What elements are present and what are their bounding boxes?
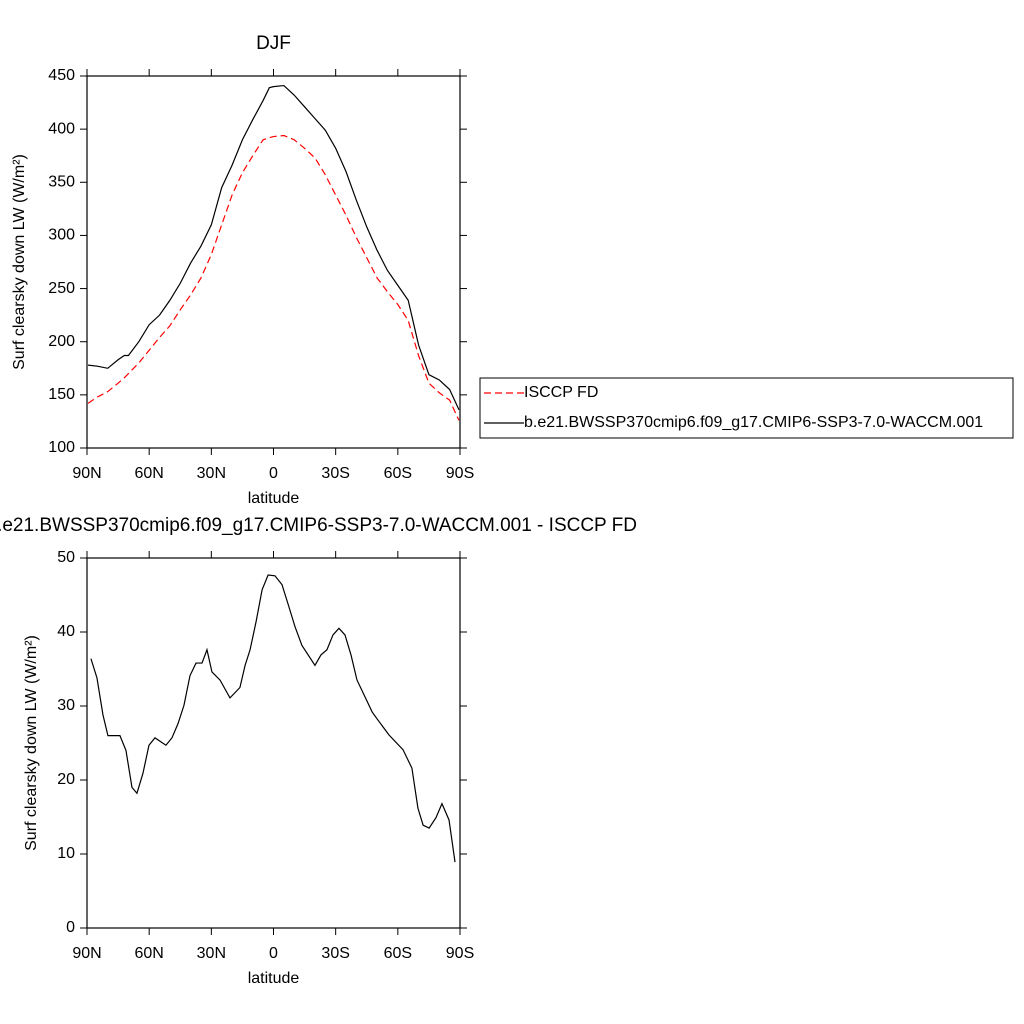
- y-tick-label: 150: [48, 386, 75, 403]
- y-tick-label: 450: [48, 67, 75, 84]
- x-tick-label: 0: [269, 465, 278, 482]
- y-tick-label: 40: [57, 623, 75, 640]
- x-tick-label: 0: [269, 945, 278, 962]
- y-tick-label: 400: [48, 120, 75, 137]
- plot-frame: [86, 557, 461, 929]
- data-line: [87, 134, 460, 421]
- x-tick-label: 60N: [134, 945, 163, 962]
- x-axis-label: latitude: [248, 970, 300, 987]
- y-tick-label: 300: [48, 227, 75, 244]
- x-tick-label: 90S: [446, 945, 474, 962]
- y-axis-label: Surf clearsky down LW (W/m²): [23, 635, 40, 851]
- y-tick-label: 20: [57, 771, 75, 788]
- y-tick-label: 0: [66, 919, 75, 936]
- legend-label: b.e21.BWSSP370cmip6.f09_g17.CMIP6-SSP3-7…: [524, 414, 983, 431]
- y-tick-label: 30: [57, 697, 75, 714]
- x-tick-label: 60N: [134, 465, 163, 482]
- chart-title: DJF: [256, 33, 291, 54]
- chart-title: b.e21.BWSSP370cmip6.f09_g17.CMIP6-SSP3-7…: [0, 515, 637, 536]
- y-tick-label: 200: [48, 333, 75, 350]
- x-tick-label: 90S: [446, 465, 474, 482]
- x-tick-label: 60S: [384, 465, 412, 482]
- data-line: [90, 574, 456, 863]
- x-tick-label: 90N: [72, 945, 101, 962]
- x-tick-label: 90N: [72, 465, 101, 482]
- x-axis-label: latitude: [248, 490, 300, 507]
- x-tick-label: 30N: [197, 465, 226, 482]
- x-tick-label: 60S: [384, 945, 412, 962]
- legend-box: [479, 377, 1014, 439]
- y-tick-label: 50: [57, 549, 75, 566]
- data-line: [87, 84, 460, 410]
- y-tick-label: 10: [57, 845, 75, 862]
- y-tick-label: 100: [48, 439, 75, 456]
- y-tick-label: 350: [48, 174, 75, 191]
- x-tick-label: 30S: [321, 465, 349, 482]
- plot-frame: [86, 75, 461, 449]
- y-tick-label: 250: [48, 280, 75, 297]
- x-tick-label: 30N: [197, 945, 226, 962]
- y-axis-label: Surf clearsky down LW (W/m²): [11, 154, 28, 370]
- x-tick-label: 30S: [321, 945, 349, 962]
- legend-label: ISCCP FD: [524, 384, 598, 401]
